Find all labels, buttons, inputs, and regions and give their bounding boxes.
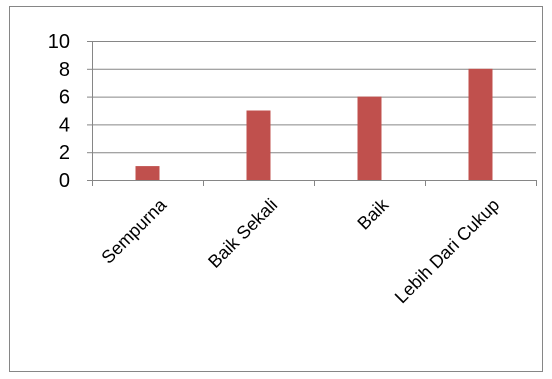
x-category-label: Lebih Dari Cukup — [391, 195, 503, 307]
y-tick-label: 8 — [59, 59, 70, 81]
bar-baik — [357, 96, 382, 180]
gridlines — [92, 41, 536, 154]
bar-lebih-dari-cukup — [468, 68, 493, 180]
x-category-label: Sempurna — [97, 194, 171, 268]
x-category-label: Baik — [353, 194, 393, 234]
axes — [87, 41, 537, 186]
bar-sempurna — [135, 166, 160, 180]
bar-baik-sekali — [246, 110, 271, 180]
chart-frame — [9, 6, 543, 372]
y-tick-label: 0 — [59, 170, 70, 192]
y-tick-label: 2 — [59, 142, 70, 164]
bars — [135, 68, 493, 180]
y-tick-label: 10 — [48, 31, 70, 53]
y-tick-label: 4 — [59, 114, 70, 136]
y-tick-label: 6 — [59, 87, 70, 109]
x-category-label: Baik Sekali — [204, 195, 281, 272]
